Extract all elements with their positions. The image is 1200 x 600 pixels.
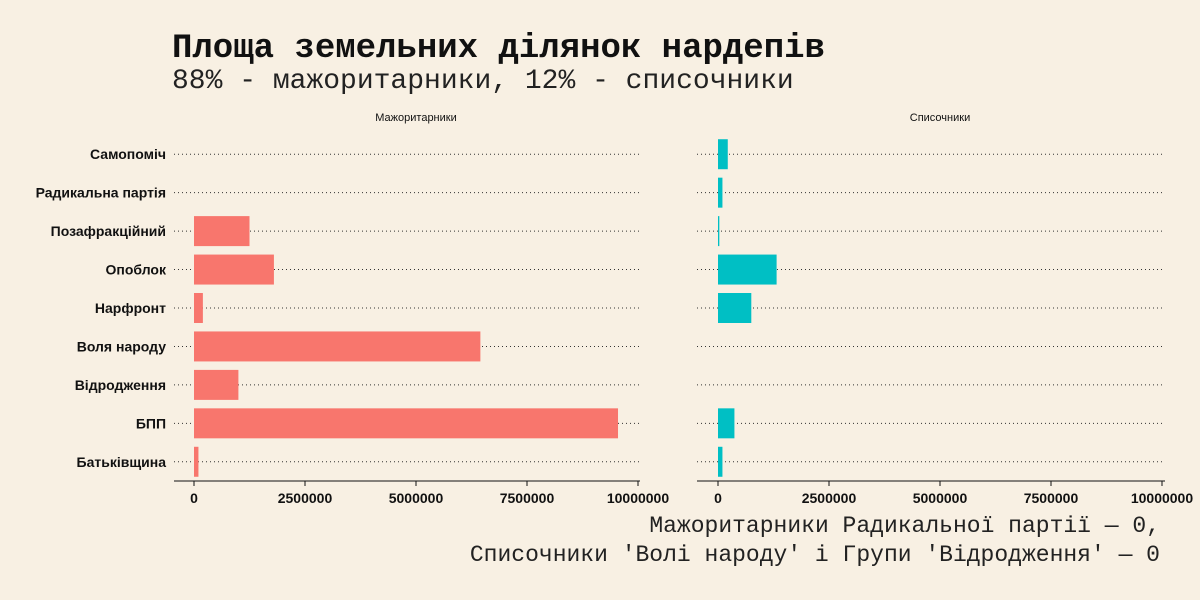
bar	[194, 293, 203, 323]
x-tick-label: 10000000	[1131, 490, 1194, 506]
bar	[194, 331, 481, 362]
category-label: Радикальна партія	[36, 185, 166, 201]
chart-caption: Мажоритарники Радикальної партії — 0, Сп…	[470, 512, 1160, 570]
x-tick-label: 7500000	[500, 490, 555, 506]
chart-subtitle: 88% - мажоритарники, 12% - списочники	[172, 66, 794, 97]
bar	[718, 293, 752, 323]
bar	[194, 369, 239, 400]
x-tick-label: 5000000	[389, 490, 444, 506]
facet-label: Списочники	[910, 112, 970, 124]
bar	[194, 216, 250, 247]
x-tick-label: 10000000	[607, 490, 670, 506]
category-label: Опоблок	[106, 262, 167, 278]
x-tick-label: 0	[714, 490, 722, 506]
caption-line-1: Мажоритарники Радикальної партії — 0,	[649, 513, 1160, 539]
bar	[718, 254, 777, 285]
x-tick-label: 2500000	[802, 490, 857, 506]
bar	[718, 216, 720, 247]
caption-line-2: Списочники 'Волі народу' і Групи 'Відрод…	[469, 542, 1160, 568]
bar	[718, 446, 723, 477]
category-label: Самопоміч	[90, 146, 166, 162]
category-label: Позафракційний	[51, 223, 166, 239]
category-label: Батьківщина	[77, 454, 167, 470]
bar	[718, 177, 723, 208]
category-label: Воля народу	[77, 338, 166, 354]
x-tick-label: 0	[190, 490, 198, 506]
x-tick-label: 5000000	[913, 490, 968, 506]
bar	[194, 254, 274, 285]
bar	[194, 408, 619, 439]
category-label: Нарфронт	[95, 300, 166, 316]
bar	[718, 139, 728, 170]
category-label: Відродження	[75, 377, 166, 393]
x-tick-label: 7500000	[1024, 490, 1079, 506]
facet-label: Мажоритарники	[375, 112, 456, 124]
category-label: БПП	[136, 415, 166, 431]
bar	[194, 446, 199, 477]
x-tick-label: 2500000	[278, 490, 333, 506]
bar	[718, 408, 735, 439]
chart-title: Площа земельних ділянок нардепів	[172, 30, 825, 68]
